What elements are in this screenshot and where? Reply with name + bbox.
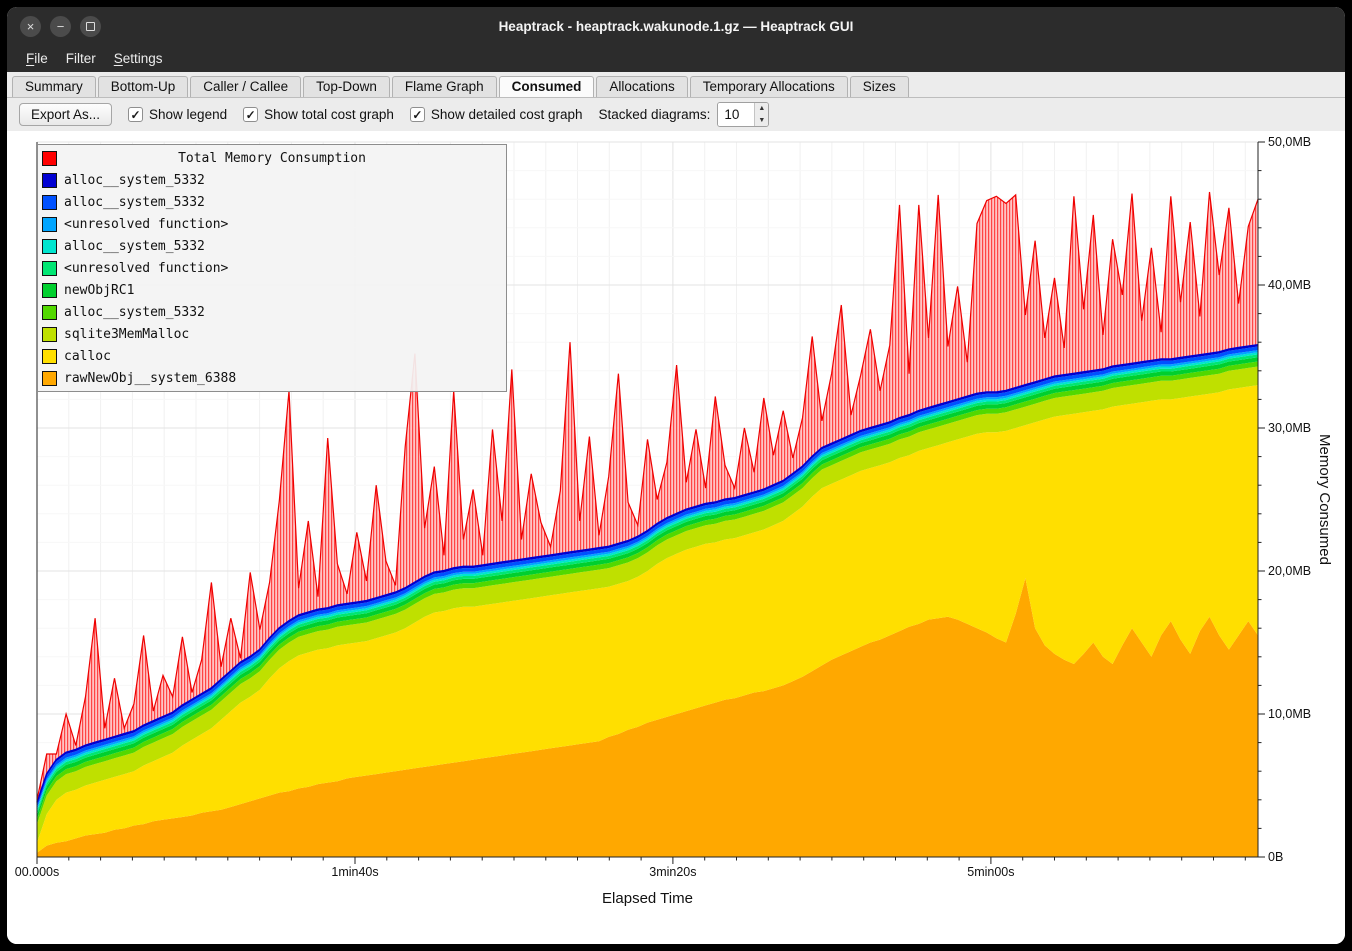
svg-text:40,0MB: 40,0MB — [1268, 278, 1311, 292]
legend-swatch — [42, 370, 57, 386]
toolbar-checkboxes: ✓ Show legend ✓ Show total cost graph ✓ Show … — [128, 107, 583, 122]
legend-swatch — [42, 238, 57, 254]
legend-label: sqlite3MemMalloc — [64, 326, 190, 342]
minimize-button[interactable]: − — [50, 15, 71, 37]
chart-area: 0B 10,0MB 20,0MB 30,0MB 40,0MB 50,0MB 00.000s 1… — [7, 131, 1345, 944]
svg-text:Elapsed Time: Elapsed Time — [602, 890, 693, 907]
titlebar: × − Heaptrack - heaptrack.wakunode.1.gz … — [7, 7, 1345, 45]
legend-label: <unresolved function> — [64, 216, 229, 232]
checkbox-check-icon[interactable]: ✓ — [128, 107, 144, 122]
menubar: File Filter Settings — [7, 45, 1345, 72]
legend-swatch — [42, 172, 57, 188]
legend-swatch — [42, 282, 57, 298]
tab-summary[interactable]: Summary — [12, 76, 96, 97]
checkbox-check-icon[interactable]: ✓ — [243, 107, 259, 122]
checkbox-label: Show detailed cost graph — [430, 107, 583, 122]
svg-text:50,0MB: 50,0MB — [1268, 135, 1311, 149]
stacked-diagrams-spinbox[interactable]: ▲ ▼ — [717, 102, 770, 127]
tabbar: Summary Bottom-Up Caller / Callee Top-Down F… — [7, 72, 1345, 98]
legend-item: sqlite3MemMalloc — [38, 323, 506, 345]
legend-item: calloc — [38, 345, 506, 367]
legend-item: alloc__system_5332 — [38, 235, 506, 257]
legend-label: calloc — [64, 348, 111, 364]
legend-label: alloc__system_5332 — [64, 172, 205, 188]
window-title: Heaptrack - heaptrack.wakunode.1.gz — He… — [498, 18, 854, 34]
legend-label: alloc__system_5332 — [64, 238, 205, 254]
tab-flame-graph[interactable]: Flame Graph — [391, 76, 497, 97]
svg-text:20,0MB: 20,0MB — [1268, 564, 1311, 578]
legend-swatch — [42, 260, 57, 276]
spin-down-button[interactable]: ▼ — [755, 114, 769, 126]
legend-label: rawNewObj__system_6388 — [64, 370, 237, 386]
svg-text:5min00s: 5min00s — [967, 865, 1014, 879]
menu-settings[interactable]: Settings — [113, 51, 163, 66]
spin-buttons: ▲ ▼ — [754, 103, 769, 126]
close-button[interactable]: × — [20, 15, 41, 37]
memory-consumption-chart[interactable]: 0B 10,0MB 20,0MB 30,0MB 40,0MB 50,0MB 00.000s 1… — [7, 131, 1345, 944]
checkbox-label: Show total cost graph — [264, 107, 394, 122]
legend-swatch — [42, 216, 57, 232]
svg-text:00.000s: 00.000s — [15, 865, 59, 879]
checkbox-show-total-cost-graph[interactable]: ✓ Show total cost graph — [243, 107, 394, 122]
tab-caller-callee[interactable]: Caller / Callee — [190, 76, 302, 97]
legend-title-row: Total Memory Consumption — [38, 147, 506, 169]
tab-top-down[interactable]: Top-Down — [303, 76, 390, 97]
tab-consumed[interactable]: Consumed — [498, 76, 595, 97]
chart-legend: Total Memory Consumption alloc__system_53… — [37, 144, 507, 392]
checkbox-show-detailed-cost-graph[interactable]: ✓ Show detailed cost graph — [409, 107, 583, 122]
legend-swatch — [42, 326, 57, 342]
legend-swatch — [42, 194, 57, 210]
svg-text:Memory Consumed: Memory Consumed — [1316, 434, 1333, 565]
svg-text:10,0MB: 10,0MB — [1268, 707, 1311, 721]
legend-label: alloc__system_5332 — [64, 304, 205, 320]
stacked-diagrams-label: Stacked diagrams: — [598, 107, 711, 122]
menu-filter[interactable]: Filter — [65, 51, 96, 66]
spin-up-button[interactable]: ▲ — [755, 103, 769, 115]
checkbox-check-icon[interactable]: ✓ — [409, 107, 425, 122]
tab-allocations[interactable]: Allocations — [596, 76, 688, 97]
legend-item: rawNewObj__system_6388 — [38, 367, 506, 389]
svg-text:30,0MB: 30,0MB — [1268, 421, 1311, 435]
maximize-icon — [86, 21, 95, 31]
checkbox-label: Show legend — [149, 107, 228, 122]
legend-swatch — [42, 150, 57, 166]
export-as-button[interactable]: Export As... — [19, 103, 113, 126]
legend-label: newObjRC1 — [64, 282, 135, 298]
tab-temporary-allocations[interactable]: Temporary Allocations — [689, 76, 848, 97]
svg-text:0B: 0B — [1268, 850, 1283, 864]
app-window: × − Heaptrack - heaptrack.wakunode.1.gz … — [7, 7, 1345, 944]
legend-item: alloc__system_5332 — [38, 191, 506, 213]
menu-file[interactable]: File — [26, 51, 48, 66]
toolbar: Export As... ✓ Show legend ✓ Show total cos… — [7, 98, 1345, 131]
stacked-diagrams-input[interactable] — [718, 103, 755, 126]
legend-item: alloc__system_5332 — [38, 169, 506, 191]
legend-label: <unresolved function> — [64, 260, 229, 276]
legend-item: alloc__system_5332 — [38, 301, 506, 323]
svg-text:3min20s: 3min20s — [649, 865, 696, 879]
stacked-diagrams-control: Stacked diagrams: ▲ ▼ — [599, 102, 770, 127]
legend-item: <unresolved function> — [38, 213, 506, 235]
legend-label: alloc__system_5332 — [64, 194, 205, 210]
legend-item: <unresolved function> — [38, 257, 506, 279]
tab-sizes[interactable]: Sizes — [849, 76, 909, 97]
legend-swatch — [42, 348, 57, 364]
tab-bottom-up[interactable]: Bottom-Up — [97, 76, 189, 97]
maximize-button[interactable] — [80, 15, 101, 37]
checkbox-show-legend[interactable]: ✓ Show legend — [128, 107, 227, 122]
svg-text:1min40s: 1min40s — [331, 865, 378, 879]
window-controls: × − — [20, 15, 101, 37]
legend-title: Total Memory Consumption — [178, 150, 366, 166]
legend-swatch — [42, 304, 57, 320]
legend-item: newObjRC1 — [38, 279, 506, 301]
